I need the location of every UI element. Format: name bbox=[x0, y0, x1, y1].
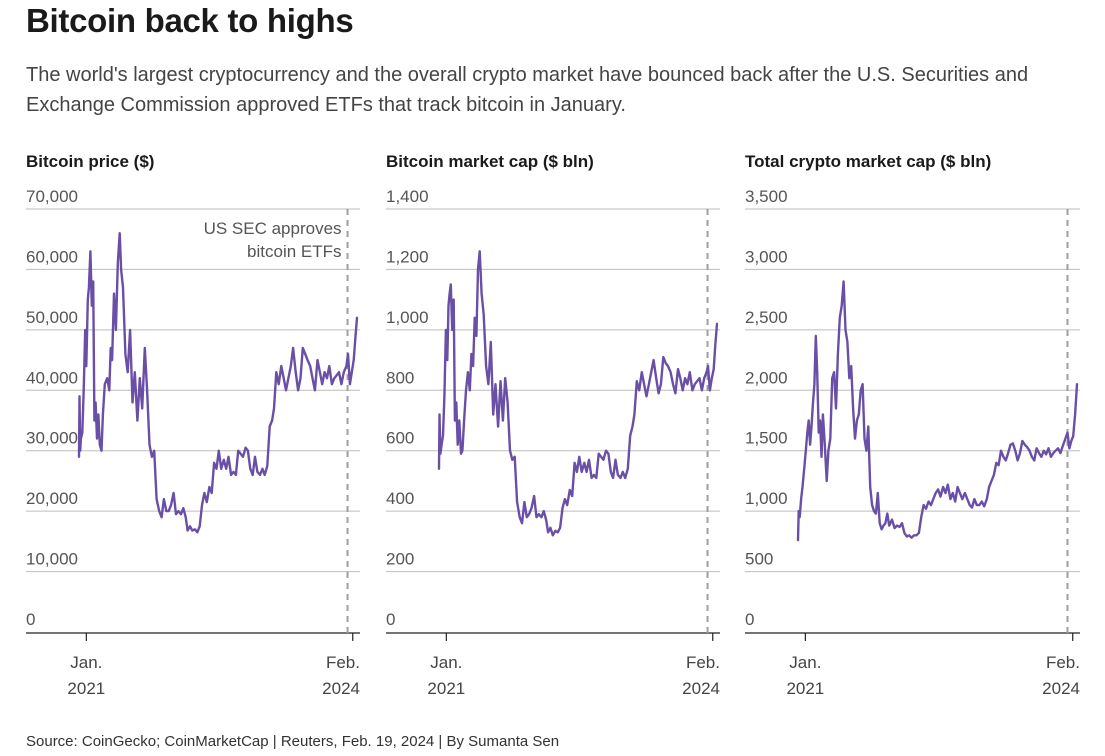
y-tick-label: 800 bbox=[386, 368, 414, 387]
y-tick-label: 30,000 bbox=[26, 429, 78, 448]
y-tick-label: 2,000 bbox=[745, 368, 788, 387]
x-tick-label: 2024 bbox=[1042, 679, 1080, 698]
x-tick-label: Feb. bbox=[1046, 653, 1080, 672]
y-tick-label: 1,400 bbox=[386, 187, 429, 206]
x-tick-label: 2021 bbox=[786, 679, 824, 698]
y-tick-label: 50,000 bbox=[26, 308, 78, 327]
y-tick-label: 1,500 bbox=[745, 429, 788, 448]
chart-panel-2: Bitcoin market cap ($ bln) 0 200 400 600 800 1… bbox=[386, 152, 720, 698]
series-line bbox=[437, 250, 719, 537]
x-tick-label: 2024 bbox=[322, 679, 360, 698]
x-tick-label: 2021 bbox=[427, 679, 465, 698]
chart-panel-1: Bitcoin price ($) 0 10,000 20,000 30,000 40,0… bbox=[26, 152, 360, 698]
event-annotation-line2: bitcoin ETFs bbox=[247, 242, 341, 261]
chart-subtitle: The world's largest cryptocurrency and t… bbox=[26, 64, 1029, 116]
x-tick-label: Feb. bbox=[686, 653, 720, 672]
y-tick-label: 500 bbox=[745, 550, 773, 569]
y-tick-label: 20,000 bbox=[26, 489, 78, 508]
y-tick-label: 1,000 bbox=[386, 308, 429, 327]
chart-panel-3: Total crypto market cap ($ bln) 0 500 1,000… bbox=[745, 152, 1080, 698]
y-tick-label: 3,500 bbox=[745, 187, 788, 206]
panel-title: Bitcoin market cap ($ bln) bbox=[386, 152, 594, 171]
y-tick-label: 70,000 bbox=[26, 187, 78, 206]
charts-canvas: Bitcoin price ($) 0 10,000 20,000 30,000 40,0… bbox=[26, 152, 1080, 698]
panel-title: Total crypto market cap ($ bln) bbox=[745, 152, 991, 171]
x-tick-label: Jan. bbox=[70, 653, 102, 672]
y-tick-label: 1,200 bbox=[386, 247, 429, 266]
y-tick-label: 600 bbox=[386, 429, 414, 448]
y-tick-label: 10,000 bbox=[26, 550, 78, 569]
y-tick-label: 2,500 bbox=[745, 308, 788, 327]
event-annotation-line1: US SEC approves bbox=[204, 219, 342, 238]
chart-title: Bitcoin back to highs bbox=[26, 2, 354, 39]
y-tick-label: 60,000 bbox=[26, 247, 78, 266]
y-tick-label: 3,000 bbox=[745, 247, 788, 266]
series-line bbox=[77, 232, 359, 534]
y-tick-label: 400 bbox=[386, 489, 414, 508]
x-tick-label: Jan. bbox=[789, 653, 821, 672]
panel-title: Bitcoin price ($) bbox=[26, 152, 154, 171]
source-note: Source: CoinGecko; CoinMarketCap | Reute… bbox=[26, 733, 560, 750]
y-tick-label: 40,000 bbox=[26, 368, 78, 387]
y-tick-label: 0 bbox=[745, 610, 754, 629]
x-tick-label: 2021 bbox=[67, 679, 105, 698]
series-line bbox=[796, 280, 1079, 542]
y-tick-label: 0 bbox=[26, 610, 35, 629]
x-tick-label: Jan. bbox=[430, 653, 462, 672]
y-tick-label: 200 bbox=[386, 550, 414, 569]
y-tick-label: 1,000 bbox=[745, 489, 788, 508]
y-tick-label: 0 bbox=[386, 610, 395, 629]
x-tick-label: Feb. bbox=[326, 653, 360, 672]
x-tick-label: 2024 bbox=[682, 679, 720, 698]
